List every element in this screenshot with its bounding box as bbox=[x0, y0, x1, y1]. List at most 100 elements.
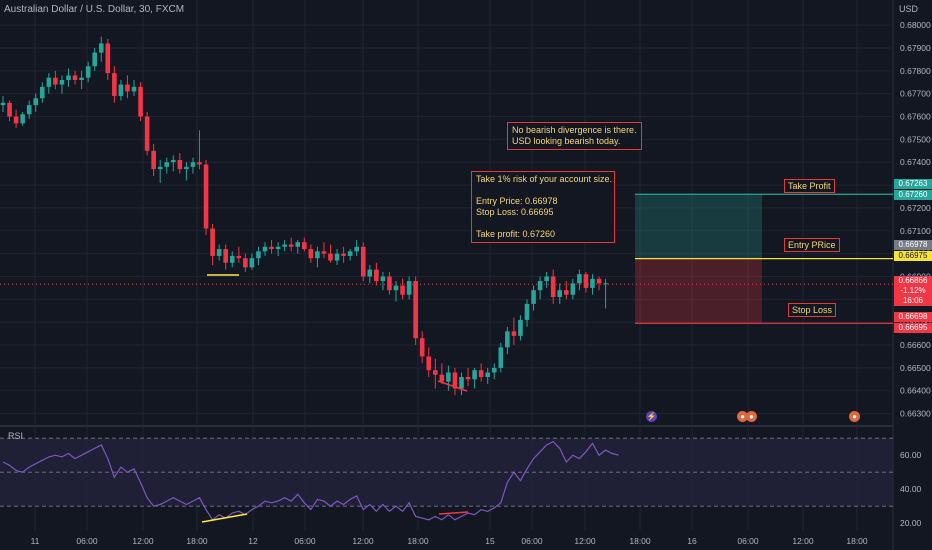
x-tick-label: 12:00 bbox=[792, 536, 814, 546]
price-tag-current: 0.66866 -1.12% 16:06 bbox=[894, 276, 932, 306]
candle-body bbox=[282, 244, 287, 247]
candle-body bbox=[577, 274, 582, 284]
candle-body bbox=[315, 251, 320, 259]
candle-body bbox=[66, 75, 71, 80]
candle-body bbox=[210, 228, 215, 256]
candle-body bbox=[236, 255, 242, 259]
candle-body bbox=[138, 86, 143, 117]
candle-body bbox=[40, 86, 45, 99]
candle-body bbox=[72, 75, 78, 80]
candle-body bbox=[354, 246, 359, 252]
y-tick-label: 0.66300 bbox=[900, 409, 931, 419]
x-tick-label: 18:00 bbox=[846, 536, 868, 546]
candle-body bbox=[308, 249, 314, 259]
candle-body bbox=[85, 66, 91, 78]
candle-body bbox=[380, 276, 386, 282]
x-tick-label: 18:00 bbox=[629, 536, 651, 546]
price-tag-sl-upper: 0.66698 bbox=[894, 312, 932, 322]
candle-body bbox=[79, 77, 84, 80]
candle-body bbox=[131, 86, 137, 92]
candle-body bbox=[446, 372, 451, 382]
candle-body bbox=[393, 285, 399, 291]
price-tag-tp: 0.67260 bbox=[894, 190, 932, 200]
candle-body bbox=[485, 372, 490, 378]
candle-body bbox=[105, 43, 111, 74]
candle-body bbox=[472, 370, 477, 380]
lightning-icon[interactable]: ⚡ bbox=[646, 411, 657, 422]
bar-countdown: 16:06 bbox=[902, 296, 924, 305]
note-line bbox=[476, 185, 610, 196]
y-tick-label: 0.67400 bbox=[900, 157, 931, 167]
candle-body bbox=[33, 98, 39, 106]
flag-event-icon[interactable]: ● bbox=[737, 411, 748, 422]
y-tick-label: 0.67100 bbox=[900, 226, 931, 236]
candle-body bbox=[334, 253, 340, 261]
flag-event-icon[interactable]: ● bbox=[849, 411, 860, 422]
candle-body bbox=[13, 116, 19, 124]
y-tick-label: 0.66500 bbox=[900, 363, 931, 373]
candle-body bbox=[433, 370, 438, 375]
candle-body bbox=[144, 116, 150, 151]
currency-label: USD bbox=[899, 4, 919, 14]
rsi-tick-label: 20.00 bbox=[900, 518, 922, 528]
candle-body bbox=[229, 255, 235, 263]
pane-separator bbox=[0, 425, 893, 427]
x-tick-label: 06:00 bbox=[294, 536, 316, 546]
candle-body bbox=[341, 253, 346, 256]
y-tick-label: 0.67700 bbox=[900, 89, 931, 99]
candle-body bbox=[275, 246, 281, 250]
x-tick-label: 12:00 bbox=[574, 536, 596, 546]
time-axis bbox=[0, 530, 932, 550]
candle-body bbox=[465, 377, 471, 380]
candle-body bbox=[269, 246, 274, 250]
price-tag-entry: 0.66975 bbox=[894, 251, 932, 261]
stop-loss-label[interactable]: Stop Loss bbox=[788, 303, 837, 317]
candle-body bbox=[400, 285, 405, 295]
y-tick-label: 0.67800 bbox=[900, 66, 931, 76]
y-tick-label: 0.67200 bbox=[900, 203, 931, 213]
y-tick-label: 0.68000 bbox=[900, 20, 931, 30]
price-tag-sl: 0.66695 bbox=[894, 323, 932, 333]
candle-body bbox=[537, 281, 543, 291]
note-line: Take profit: 0.67260 bbox=[476, 229, 556, 239]
candle-body bbox=[498, 347, 504, 368]
candle-body bbox=[347, 251, 353, 256]
y-tick-label: 0.67900 bbox=[900, 43, 931, 53]
candle-body bbox=[92, 52, 97, 67]
candle-body bbox=[459, 377, 464, 389]
rsi-trendline bbox=[201, 513, 248, 523]
entry-label[interactable]: Entry PRice bbox=[784, 238, 840, 252]
candle-body bbox=[7, 102, 12, 117]
take-profit-label[interactable]: Take Profit bbox=[784, 179, 835, 193]
candle-body bbox=[596, 278, 602, 284]
candle-body bbox=[531, 290, 536, 304]
flag-event-icon[interactable]: ● bbox=[746, 411, 757, 422]
candle-body bbox=[321, 251, 327, 254]
candle-body bbox=[518, 319, 523, 336]
risk-note[interactable]: Take 1% risk of your account size. Entry… bbox=[471, 171, 615, 243]
x-tick-label: 12:00 bbox=[132, 536, 154, 546]
price-change: -1.12% bbox=[900, 286, 926, 295]
candle-body bbox=[550, 276, 556, 298]
candle-body bbox=[256, 251, 261, 259]
candle-body bbox=[151, 150, 156, 170]
candle-body bbox=[419, 338, 425, 357]
candle-body bbox=[59, 79, 65, 85]
candle-body bbox=[20, 114, 25, 124]
candle-body bbox=[262, 246, 268, 252]
trendline bbox=[437, 380, 468, 392]
x-tick-label: 06:00 bbox=[76, 536, 98, 546]
candle-body bbox=[295, 242, 301, 247]
analysis-note[interactable]: No bearish divergence is there. USD look… bbox=[507, 122, 642, 150]
candle-body bbox=[583, 274, 589, 288]
candle-body bbox=[603, 283, 608, 285]
candle-body bbox=[216, 249, 222, 256]
note-line bbox=[476, 218, 610, 229]
rsi-trendline bbox=[438, 511, 469, 515]
note-line: USD looking bearish today. bbox=[512, 136, 621, 146]
candle-body bbox=[505, 331, 510, 348]
candle-body bbox=[190, 162, 196, 167]
rsi-label: RSI bbox=[8, 431, 24, 441]
x-tick-label: 15 bbox=[485, 536, 495, 546]
